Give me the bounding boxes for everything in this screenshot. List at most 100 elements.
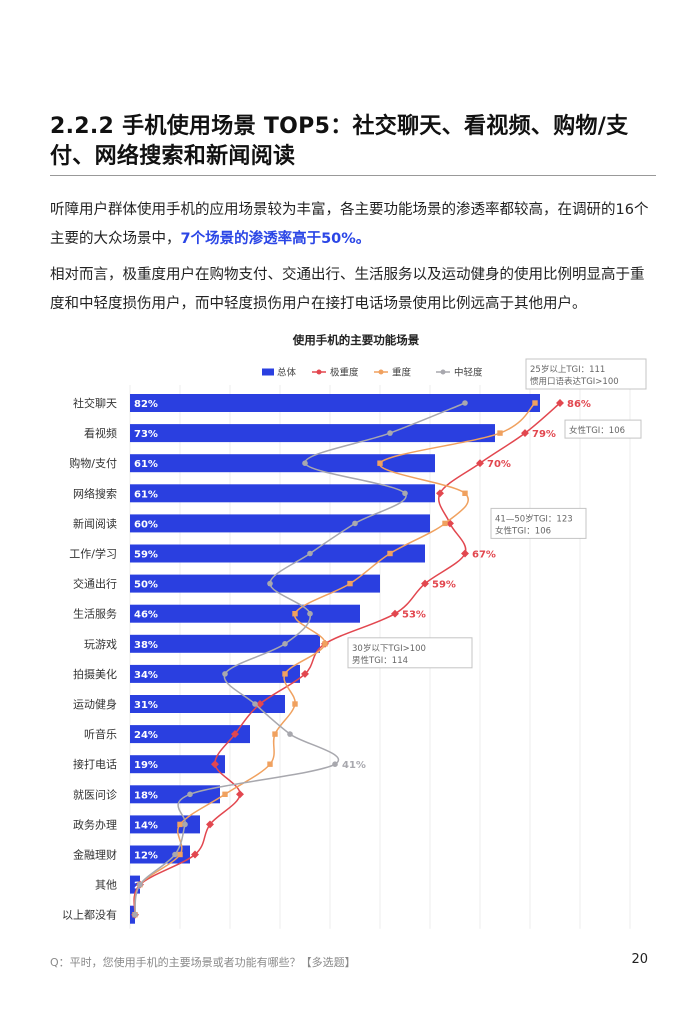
bar — [130, 695, 285, 713]
legend-label: 重度 — [392, 367, 412, 379]
bar-value-label: 34% — [134, 670, 158, 681]
category-label: 金融理财 — [73, 848, 117, 862]
section-heading: 2.2.2 手机使用场景 TOP5：社交聊天、看视频、购物/支付、网络搜索和新闻… — [50, 114, 629, 169]
bar — [130, 604, 360, 623]
annotation-box — [347, 637, 473, 669]
bar-value-label: 61% — [134, 459, 158, 470]
chart-legend: 总体 极重度 重度 中轻度 — [262, 367, 483, 379]
annotation-box — [564, 419, 642, 439]
line-value-label: 41% — [342, 760, 366, 771]
annotation-text: 25岁以上TGI：111 — [530, 364, 605, 375]
series-marker — [132, 911, 138, 918]
series-marker — [137, 881, 143, 888]
category-label: 就医问诊 — [73, 787, 117, 801]
series-marker — [436, 489, 444, 498]
legend-label: 总体 — [277, 367, 297, 379]
series-marker — [332, 761, 338, 767]
category-label: 接打电话 — [73, 757, 117, 771]
series-marker — [182, 821, 188, 828]
annotation-text: 女性TGI：106 — [495, 525, 551, 536]
series-marker — [187, 791, 193, 798]
series-marker — [177, 821, 183, 828]
series-marker — [391, 609, 399, 618]
series-marker — [377, 460, 383, 466]
category-label: 以上都没有 — [62, 908, 117, 922]
bar — [130, 785, 220, 804]
annotation-text: 41—50岁TGI：123 — [495, 513, 573, 524]
line-value-label: 86% — [567, 399, 591, 410]
intro-paragraph-2: 相对而言，极重度用户在购物支付、交通出行、生活服务以及运动健身的使用比例明显高于… — [50, 267, 645, 312]
bar-value-label: 38% — [134, 640, 158, 651]
chart-annotations: 25岁以上TGI：111惯用口语表达TGI>100女性TGI：10641—50岁… — [347, 358, 647, 669]
category-label: 运动健身 — [73, 697, 117, 711]
bar-value-label: 18% — [134, 790, 158, 801]
bar — [130, 484, 435, 503]
category-labels: 社交聊天看视频购物/支付网络搜索新闻阅读工作/学习交通出行生活服务玩游戏拍摄美化… — [62, 396, 117, 922]
line-value-label: 67% — [472, 550, 496, 561]
series-marker — [252, 701, 258, 707]
annotation-text: 男性TGI：114 — [352, 655, 408, 666]
series-marker — [292, 611, 298, 617]
bar — [130, 815, 200, 834]
series-marker — [282, 671, 288, 677]
series-marker — [236, 790, 244, 799]
category-label: 看视频 — [84, 426, 117, 440]
bar — [130, 574, 380, 593]
bar-value-label: 12% — [134, 851, 158, 862]
bar-value-label: 61% — [134, 489, 158, 500]
series-marker — [347, 580, 353, 587]
series-marker — [222, 791, 228, 797]
bar-series: 82% 73% 61% 61% 60% 59% 50% 46% 38% 34% 31% 24% 19% 1… — [130, 394, 540, 924]
category-label: 新闻阅读 — [73, 516, 117, 530]
series-marker — [231, 730, 239, 739]
line-value-label: 70% — [487, 459, 511, 470]
series-marker — [307, 550, 313, 557]
bar-value-label: 19% — [134, 760, 158, 771]
series-marker — [387, 550, 393, 557]
survey-question-note: Q：平时，您使用手机的主要场景或者功能有哪些？【多选题】 — [50, 956, 356, 969]
category-label: 购物/支付 — [69, 456, 117, 470]
series-marker — [352, 520, 358, 527]
bar — [130, 755, 225, 774]
bar — [130, 424, 495, 443]
series-marker — [387, 430, 393, 436]
category-label: 听音乐 — [84, 727, 117, 741]
function-scenario-chart: 使用手机的主要功能场景 总体 极重度 重度 中轻度 82% 73% 61% 61% 60% 59… — [62, 333, 647, 929]
annotation-callout: 女性TGI：106 — [564, 419, 642, 439]
legend-label: 极重度 — [330, 367, 359, 379]
annotation-box — [525, 358, 647, 390]
bar — [130, 454, 435, 473]
series-marker — [206, 820, 214, 829]
series-marker — [267, 761, 273, 767]
category-label: 玩游戏 — [84, 638, 117, 651]
series-marker — [462, 490, 468, 496]
legend-label: 中轻度 — [454, 367, 483, 379]
page-number: 20 — [631, 952, 648, 967]
legend-marker — [440, 369, 446, 375]
intro-text: 听障用户群体使用手机的应用场景较为丰富，各主要功能场景的渗透率都较高，在调研的1… — [50, 202, 649, 247]
line-value-label: 79% — [532, 429, 556, 440]
bar-value-label: 82% — [134, 399, 158, 410]
line-value-label: 59% — [432, 580, 456, 591]
series-line-重度 — [134, 402, 536, 915]
category-label: 网络搜索 — [73, 486, 117, 500]
bar-value-label: 14% — [134, 820, 158, 831]
series-marker — [222, 671, 228, 677]
series-marker — [177, 851, 183, 858]
bar-value-label: 59% — [134, 550, 158, 561]
series-marker — [476, 459, 484, 468]
legend-swatch-总体 — [262, 368, 274, 376]
bar — [130, 875, 140, 894]
legend-marker — [378, 369, 384, 375]
line-value-label: 53% — [402, 610, 426, 621]
series-marker — [287, 731, 293, 737]
chart-title: 使用手机的主要功能场景 — [292, 333, 420, 347]
series-marker — [282, 641, 288, 647]
line-series: 86% 79% 70% 67% 59% 53% 41% — [131, 399, 591, 919]
series-marker — [322, 641, 328, 647]
series-marker — [292, 701, 298, 707]
bar — [130, 514, 430, 533]
series-marker — [442, 520, 448, 527]
